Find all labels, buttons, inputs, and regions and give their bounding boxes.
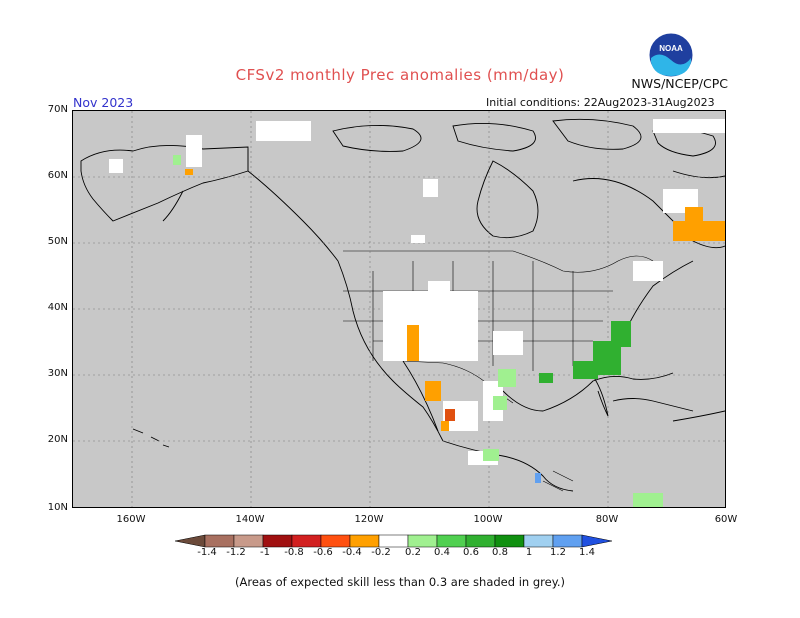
colorbar-label: 0.6: [463, 547, 479, 558]
colorbar-swatch: [320, 534, 351, 548]
colorbar-label: 0.4: [434, 547, 450, 558]
coastlines: [80, 118, 725, 492]
colorbar-label: -1.2: [226, 547, 246, 558]
colorbar-swatch: [349, 534, 380, 548]
lon-label-100w: 100W: [473, 514, 503, 525]
lat-label-10n: 10N: [47, 502, 68, 513]
colorbar-svg: [175, 534, 613, 548]
map-panel: [72, 110, 726, 508]
weak-wet-anomaly-areas: [173, 155, 663, 507]
dry-anomaly-areas: [185, 169, 725, 431]
colorbar-swatch: [552, 534, 583, 548]
colorbar-swatch: [407, 534, 438, 548]
colorbar-label: -1: [260, 547, 270, 558]
colorbar-label: 1.4: [579, 547, 595, 558]
colorbar-swatch: [378, 534, 409, 548]
lon-label-160w: 160W: [116, 514, 146, 525]
colorbar-arrow-high: [581, 534, 613, 548]
colorbar-label: 0.2: [405, 547, 421, 558]
lat-label-60n: 60N: [47, 170, 68, 181]
colorbar-swatch: [494, 534, 525, 548]
lat-label-70n: 70N: [47, 104, 68, 115]
colorbar-swatch: [262, 534, 293, 548]
colorbar-label: -0.8: [284, 547, 304, 558]
initial-conditions-label: Initial conditions: 22Aug2023-31Aug2023: [486, 96, 715, 109]
colorbar-label: -0.4: [342, 547, 362, 558]
lat-label-50n: 50N: [47, 236, 68, 247]
agency-label: NWS/NCEP/CPC: [631, 76, 728, 91]
lon-label-120w: 120W: [354, 514, 384, 525]
colorbar-label: 0.8: [492, 547, 508, 558]
valid-month-label: Nov 2023: [73, 95, 134, 110]
logo-text: NOAA: [659, 44, 683, 53]
colorbar-label: 1: [525, 547, 533, 558]
lat-label-20n: 20N: [47, 434, 68, 445]
colorbar-arrow-low: [175, 534, 206, 548]
colorbar-label: 1.2: [550, 547, 566, 558]
wet-anomaly-areas: [539, 321, 631, 383]
colorbar-swatch: [233, 534, 264, 548]
colorbar: [175, 534, 630, 548]
colorbar-swatch: [204, 534, 235, 548]
lon-label-60w: 60W: [714, 514, 738, 525]
lon-label-80w: 80W: [595, 514, 619, 525]
colorbar-swatch: [465, 534, 496, 548]
lat-label-30n: 30N: [47, 368, 68, 379]
lat-label-40n: 40N: [47, 302, 68, 313]
colorbar-swatch: [523, 534, 554, 548]
lon-label-140w: 140W: [235, 514, 265, 525]
strong-dry-anomaly-area: [445, 409, 455, 421]
colorbar-swatch: [436, 534, 467, 548]
colorbar-label: -0.6: [313, 547, 333, 558]
footnote: (Areas of expected skill less than 0.3 a…: [235, 575, 565, 589]
colorbar-label: -0.2: [371, 547, 391, 558]
map-svg: [73, 111, 725, 507]
moderate-wet-anomaly-area: [535, 473, 541, 483]
colorbar-swatch: [291, 534, 322, 548]
colorbar-label: -1.4: [197, 547, 217, 558]
chart-title: CFSv2 monthly Prec anomalies (mm/day): [235, 66, 565, 84]
noaa-logo: NOAA: [648, 32, 694, 78]
near-zero-anomaly-areas: [109, 119, 725, 465]
